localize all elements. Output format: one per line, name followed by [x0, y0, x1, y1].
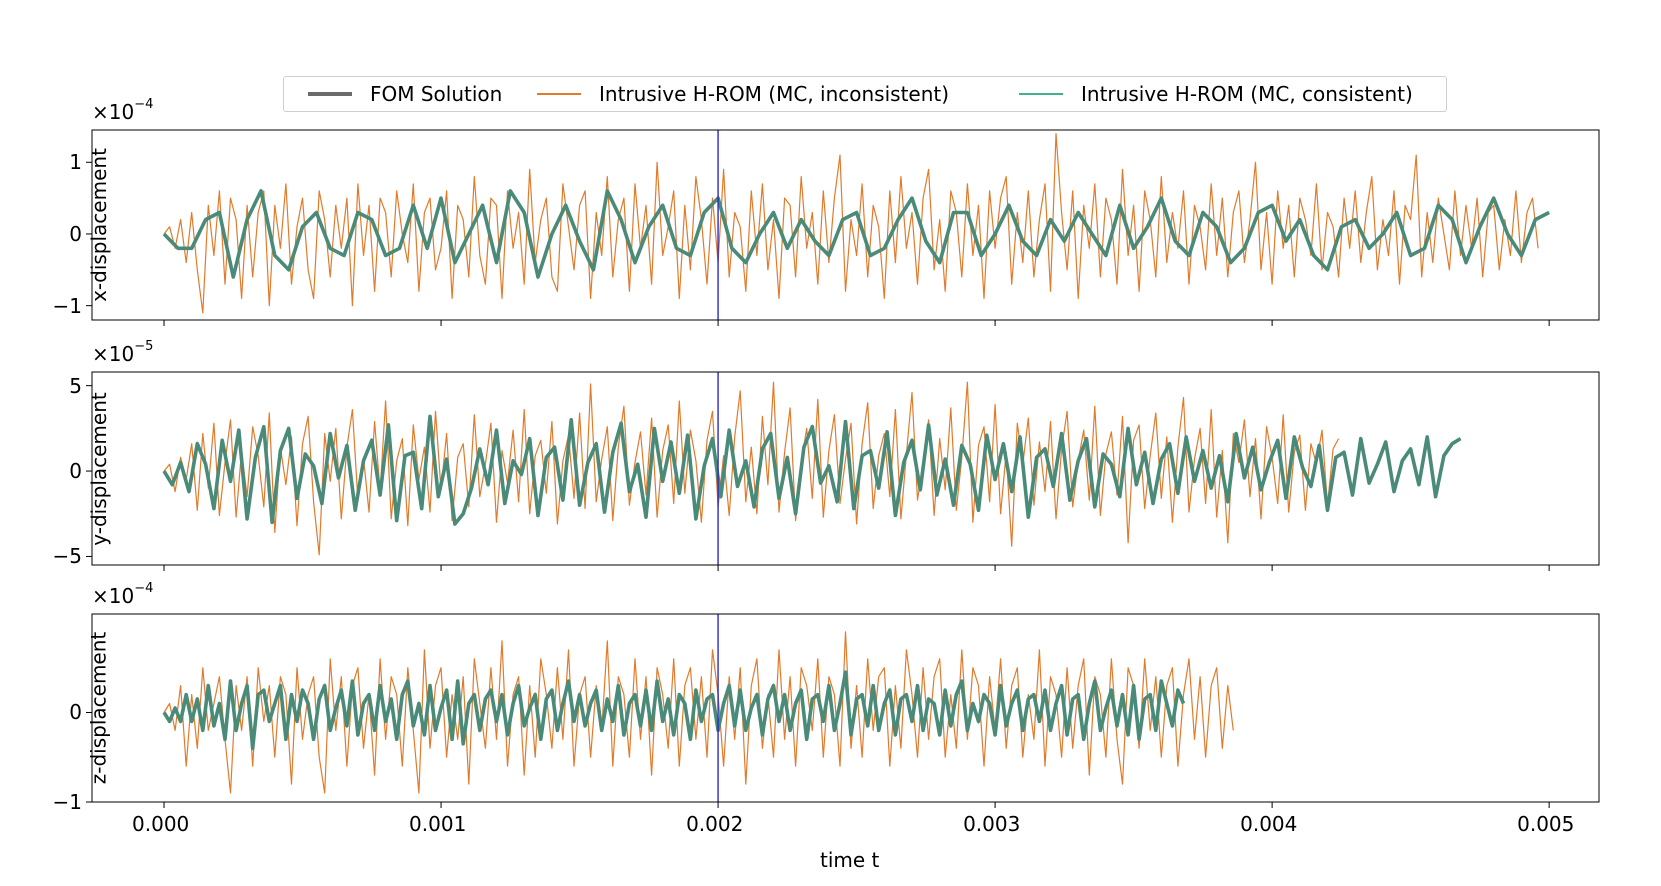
- legend-label-fom: FOM Solution: [370, 82, 503, 106]
- y-tick-label: 1: [69, 150, 82, 175]
- legend-swatch-fom: [308, 92, 352, 96]
- y-tick-label: 0: [69, 459, 82, 484]
- legend-item-inconsistent: Intrusive H-ROM (MC, inconsistent): [537, 77, 949, 111]
- y-axis-label: y-displacement: [86, 391, 111, 546]
- exponent-base: ×10: [92, 584, 135, 608]
- x-tick-label: 0.003: [963, 812, 1021, 836]
- legend-swatch-consistent: [1019, 93, 1063, 95]
- legend: FOM Solution Intrusive H-ROM (MC, incons…: [283, 76, 1447, 112]
- series-inconsistent-line: [163, 133, 1539, 314]
- x-tick-label: 0.001: [409, 812, 467, 836]
- axes-frame: [91, 613, 1600, 803]
- exponent-base: ×10: [92, 342, 135, 366]
- legend-item-fom: FOM Solution: [308, 77, 502, 111]
- axis-exponent-label: ×10−5: [92, 339, 154, 366]
- axis-exponent-label: ×10−4: [92, 97, 154, 124]
- exponent-power: −4: [134, 97, 154, 113]
- axes-frame: [91, 371, 1600, 566]
- series-fom-line: [162, 189, 1550, 279]
- legend-label-consistent: Intrusive H-ROM (MC, consistent): [1081, 82, 1413, 106]
- y-tick-label: −1: [52, 293, 82, 318]
- legend-label-inconsistent: Intrusive H-ROM (MC, inconsistent): [599, 82, 950, 106]
- x-tick-label: 0.005: [1517, 812, 1575, 836]
- x-axis-label: time t: [820, 848, 880, 872]
- series-fom-line: [162, 414, 1462, 526]
- x-tick-label: 0.002: [686, 812, 744, 836]
- y-tick-label: −5: [52, 544, 82, 569]
- x-tick-label: 0.000: [132, 812, 190, 836]
- y-tick-label: 5: [69, 373, 82, 398]
- y-tick-label: −1: [52, 790, 82, 814]
- y-axis-label: z-displacement: [86, 631, 111, 785]
- y-tick-label: 0: [69, 700, 82, 725]
- y-tick-label: 0: [69, 221, 82, 246]
- axis-exponent-label: ×10−4: [92, 581, 154, 608]
- series-fom-line: [162, 670, 1186, 751]
- x-tick-label: 0.004: [1240, 812, 1298, 836]
- legend-item-consistent: Intrusive H-ROM (MC, consistent): [1019, 77, 1413, 111]
- exponent-power: −5: [134, 339, 154, 355]
- exponent-power: −4: [134, 581, 154, 597]
- y-axis-label: x-displacement: [86, 148, 111, 302]
- exponent-base: ×10: [92, 100, 135, 124]
- axes-frame: [91, 129, 1600, 321]
- legend-swatch-inconsistent: [537, 93, 581, 95]
